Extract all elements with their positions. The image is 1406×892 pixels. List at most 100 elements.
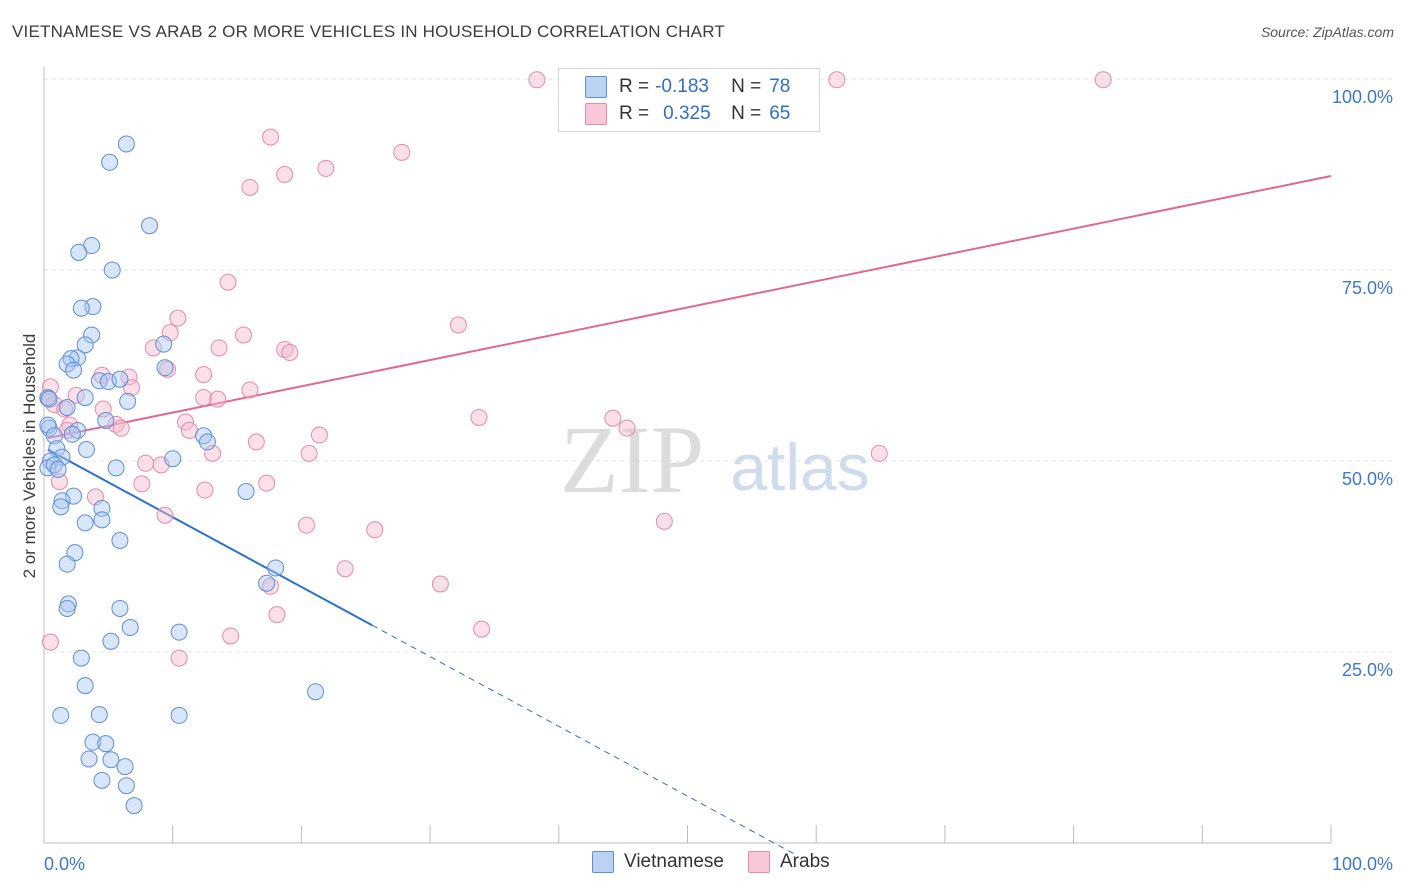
arabs-point [262,128,280,146]
arabs-point [247,433,265,451]
vietnamese-trend-extension [371,624,798,856]
vietnamese-point [80,750,98,768]
arabs-point [133,475,151,493]
legend-label-arabs: Arabs [780,851,830,872]
arabs-point [276,340,294,358]
vietnamese-point [58,555,76,573]
grid-lines [44,78,1395,653]
arabs-point [195,389,213,407]
arabs-point [268,606,286,624]
vietnamese-point [90,372,108,390]
vietnamese-swatch [592,851,614,873]
legend-label-vietnamese: Vietnamese [624,851,724,872]
arabs-point [366,521,384,539]
vietnamese-point [53,492,71,510]
vietnamese-point [63,425,81,443]
arabs-point [870,444,888,462]
arabs-point [169,309,187,327]
vietnamese-point [170,706,188,724]
arabs-point [112,419,130,437]
x-tick-label: 0.0% [44,854,85,874]
arabs-point [276,166,294,183]
vietnamese-point [117,135,135,153]
n-label: N = [731,103,762,124]
x-tick-label: 100.0% [1332,854,1393,874]
vietnamese-point [93,511,111,529]
arabs-point [209,390,227,408]
arabs-point [45,395,63,413]
vietnamese-point [77,441,95,459]
vietnamese-point [45,427,63,445]
arabs-point [241,178,259,196]
arabs-point [393,143,411,161]
vietnamese-point [102,632,120,650]
y-tick-label: 25.0% [1342,660,1393,680]
vietnamese-point [70,243,88,261]
arabs-point [56,400,74,418]
arabs-point [300,444,318,462]
vietnamese-point [72,649,90,667]
legend-item-arabs: Arabs [748,851,830,873]
arabs-point [195,366,213,384]
arabs-point [528,71,546,89]
vietnamese-point [258,574,276,592]
correlation-legend: R = -0.183 N = 78 R = 0.325 N = 65 [558,68,820,132]
arabs-point [222,627,240,645]
vietnamese-point [111,599,129,617]
watermark-zip: ZIP [560,406,704,513]
arabs-point [234,326,252,344]
arabs-point [618,419,636,437]
vietnamese-point [90,706,108,724]
vietnamese-point [76,677,94,695]
arabs-point [219,273,237,291]
vietnamese-point [97,735,115,753]
y-tick-label: 50.0% [1342,469,1393,489]
vietnamese-point [103,261,121,279]
arabs-r-value: 0.325 [663,103,711,124]
arabs-point [144,339,162,357]
arabs-n-value: 65 [769,103,791,124]
arabs-point [281,344,299,362]
r-label: R = [619,103,650,124]
tick-labels: 100.0% 75.0% 50.0% 25.0% 0.0% 100.0% [44,87,1393,874]
arabs-point [473,620,491,638]
vietnamese-n-value: 78 [769,76,791,97]
arabs-point [1094,71,1112,89]
vietnamese-point [267,559,285,577]
legend-row-arabs: R = 0.325 N = 65 [585,102,790,126]
vietnamese-point [117,777,135,795]
vietnamese-point [93,771,111,789]
vietnamese-trend-line [47,448,373,627]
vietnamese-point [121,619,139,637]
vietnamese-point [76,389,94,407]
arabs-point [196,481,214,499]
arabs-point [41,633,59,651]
legend-item-vietnamese: Vietnamese [592,851,724,873]
chart-title: VIETNAMESE VS ARAB 2 OR MORE VEHICLES IN… [12,22,725,41]
arabs-point [180,421,198,439]
arabs-point [156,506,174,524]
vietnamese-point [116,758,134,776]
arabs-point [604,409,622,427]
arabs-point [310,426,328,444]
r-label: R = [619,76,650,97]
arabs-swatch [748,851,770,873]
vietnamese-point [107,459,125,477]
n-label: N = [731,76,762,97]
vietnamese-point [102,751,120,769]
vietnamese-point [65,361,83,379]
vietnamese-point [198,433,216,451]
vietnamese-point [164,450,182,468]
series-legend: Vietnamese Arabs [592,851,854,873]
vietnamese-point [84,733,102,751]
arabs-point [298,516,316,534]
watermark-atlas: atlas [730,430,869,504]
arabs-point [210,339,228,357]
vietnamese-point [52,498,70,516]
vietnamese-point [76,514,94,532]
arabs-point [431,575,449,593]
arabs-swatch [585,103,607,125]
vietnamese-point [111,531,129,549]
vietnamese-point [83,326,101,344]
vietnamese-point [52,706,70,724]
